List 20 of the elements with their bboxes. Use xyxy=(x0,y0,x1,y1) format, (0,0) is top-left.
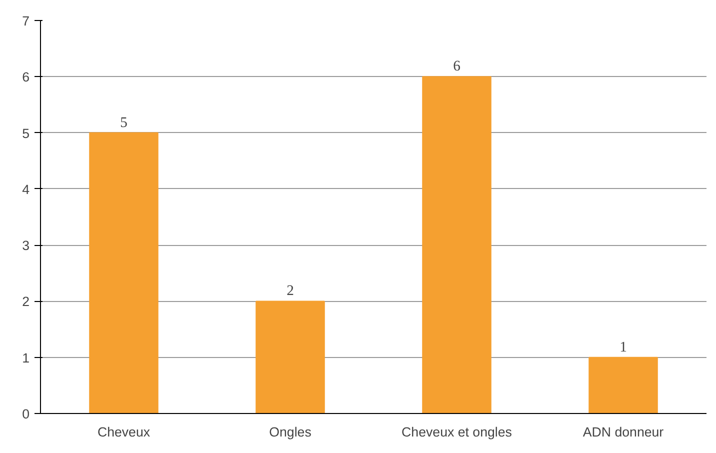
x-tick-label: Cheveux xyxy=(97,424,150,440)
y-tick-label: 4 xyxy=(22,182,30,197)
data-label: 6 xyxy=(453,58,460,75)
data-label: 5 xyxy=(120,114,128,131)
y-tick-label: 6 xyxy=(22,70,30,85)
y-tick-label: 1 xyxy=(22,350,30,366)
bar xyxy=(89,132,158,414)
x-tick-label: Cheveux et ongles xyxy=(402,424,512,440)
y-tick-label: 7 xyxy=(22,14,30,28)
y-tick-label: 2 xyxy=(22,294,30,310)
y-tick-label: 0 xyxy=(22,406,30,422)
x-tick-label: Ongles xyxy=(269,424,312,440)
bar xyxy=(422,76,492,414)
data-label: 1 xyxy=(620,339,627,356)
bar xyxy=(588,356,658,414)
y-tick-label: 5 xyxy=(22,126,30,141)
bar xyxy=(256,300,325,414)
y-tick-label: 3 xyxy=(22,238,30,254)
data-label: 2 xyxy=(286,283,294,300)
x-tick-label: ADN donneur xyxy=(582,424,664,440)
